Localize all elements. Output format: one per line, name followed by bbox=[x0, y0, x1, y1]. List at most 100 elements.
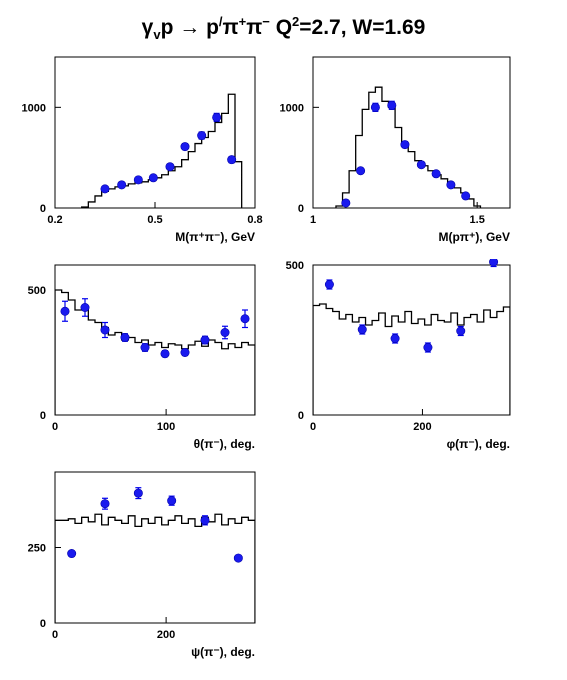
data-point bbox=[456, 325, 466, 337]
plot-frame bbox=[312, 56, 511, 209]
data-point bbox=[423, 342, 433, 353]
y-tick-label: 0 bbox=[40, 410, 46, 422]
data-point bbox=[489, 259, 499, 268]
data-marker bbox=[400, 140, 410, 150]
data-marker bbox=[180, 347, 190, 357]
x-tick-label: 0 bbox=[310, 421, 316, 433]
x-tick-label: 0.8 bbox=[247, 214, 262, 226]
data-marker bbox=[370, 102, 380, 112]
data-marker bbox=[197, 131, 207, 141]
data-marker bbox=[160, 349, 170, 359]
data-point bbox=[233, 553, 243, 563]
data-point bbox=[120, 332, 130, 342]
model-histogram bbox=[313, 303, 510, 415]
x-tick-label: 0 bbox=[52, 629, 58, 641]
data-marker bbox=[220, 327, 230, 337]
x-tick-label: 0.5 bbox=[147, 214, 162, 226]
data-point bbox=[100, 497, 110, 510]
data-marker bbox=[117, 180, 127, 190]
data-point bbox=[357, 324, 367, 335]
data-marker bbox=[324, 279, 334, 289]
x-tick-label: 0.2 bbox=[47, 214, 62, 226]
x-axis-label: θ(π⁻), deg. bbox=[194, 437, 255, 451]
data-marker bbox=[390, 333, 400, 343]
data-point bbox=[100, 184, 110, 194]
data-marker bbox=[456, 326, 466, 336]
data-point bbox=[356, 166, 366, 176]
data-point bbox=[180, 142, 190, 152]
data-marker bbox=[60, 306, 70, 316]
data-point bbox=[180, 347, 190, 357]
data-point bbox=[167, 495, 177, 506]
data-marker bbox=[240, 314, 250, 324]
data-point bbox=[446, 180, 456, 190]
data-marker bbox=[67, 549, 77, 559]
x-tick-label: 200 bbox=[413, 421, 431, 433]
data-point bbox=[220, 325, 230, 340]
data-marker bbox=[200, 515, 210, 525]
data-point bbox=[200, 335, 210, 345]
data-marker bbox=[167, 496, 177, 506]
x-tick-label: 100 bbox=[157, 421, 175, 433]
data-marker bbox=[416, 160, 426, 170]
y-tick-label: 0 bbox=[298, 410, 304, 422]
data-point bbox=[341, 198, 351, 208]
data-point bbox=[165, 162, 175, 172]
data-marker bbox=[489, 259, 499, 267]
y-tick-label: 500 bbox=[286, 260, 304, 272]
data-point bbox=[148, 173, 158, 183]
data-marker bbox=[423, 342, 433, 352]
data-marker bbox=[461, 191, 471, 201]
data-point bbox=[160, 349, 170, 359]
panel-2: 1 1.5 0 1000 M(pπ⁺), GeV bbox=[280, 56, 511, 244]
x-tick-label: 1 bbox=[310, 214, 316, 226]
data-marker bbox=[165, 162, 175, 172]
data-point bbox=[67, 549, 77, 559]
data-marker bbox=[133, 488, 143, 498]
plot-frame bbox=[54, 56, 256, 209]
plot-frame bbox=[54, 471, 256, 624]
panel-1: 0.2 0.5 0.8 0 1000 M(π⁺π⁻), GeV bbox=[22, 56, 263, 244]
y-tick-label: 0 bbox=[40, 618, 46, 630]
data-marker bbox=[180, 142, 190, 152]
data-marker bbox=[120, 332, 130, 342]
data-point bbox=[240, 309, 250, 329]
chart-title: γvp → p/π+π− Q2=2.7, W=1.69 bbox=[141, 14, 426, 43]
y-tick-label: 0 bbox=[40, 203, 46, 215]
panel-3: 0 100 0 500 θ(π⁻), deg. bbox=[28, 264, 256, 451]
panel-4: 0 200 0 500 φ(π⁻), deg. bbox=[286, 259, 511, 451]
data-point bbox=[324, 279, 334, 290]
data-marker bbox=[100, 499, 110, 509]
data-marker bbox=[431, 169, 441, 179]
data-point bbox=[140, 342, 150, 352]
data-point bbox=[200, 515, 210, 526]
y-tick-label: 1000 bbox=[22, 102, 46, 114]
data-point bbox=[431, 169, 441, 179]
data-marker bbox=[357, 324, 367, 334]
model-histogram bbox=[55, 513, 255, 623]
data-point bbox=[390, 333, 400, 344]
data-point bbox=[80, 298, 90, 317]
plot-frame bbox=[312, 264, 511, 416]
x-axis-label: ψ(π⁻), deg. bbox=[191, 645, 255, 659]
data-point bbox=[387, 100, 397, 110]
y-tick-label: 0 bbox=[298, 203, 304, 215]
data-point bbox=[133, 175, 143, 185]
data-marker bbox=[148, 173, 158, 183]
data-point bbox=[197, 131, 207, 141]
x-tick-label: 200 bbox=[157, 629, 175, 641]
data-point bbox=[60, 300, 70, 322]
data-point bbox=[400, 140, 410, 150]
y-tick-label: 250 bbox=[28, 543, 46, 555]
data-marker bbox=[200, 335, 210, 345]
panel-5: 0 200 0 250 ψ(π⁻), deg. bbox=[28, 471, 256, 659]
x-axis-label: M(π⁺π⁻), GeV bbox=[175, 230, 255, 244]
data-point bbox=[416, 160, 426, 170]
data-marker bbox=[212, 112, 222, 122]
x-axis-label: φ(π⁻), deg. bbox=[447, 437, 510, 451]
data-marker bbox=[341, 198, 351, 208]
data-point bbox=[370, 102, 380, 112]
data-point bbox=[117, 180, 127, 190]
data-marker bbox=[227, 155, 237, 165]
